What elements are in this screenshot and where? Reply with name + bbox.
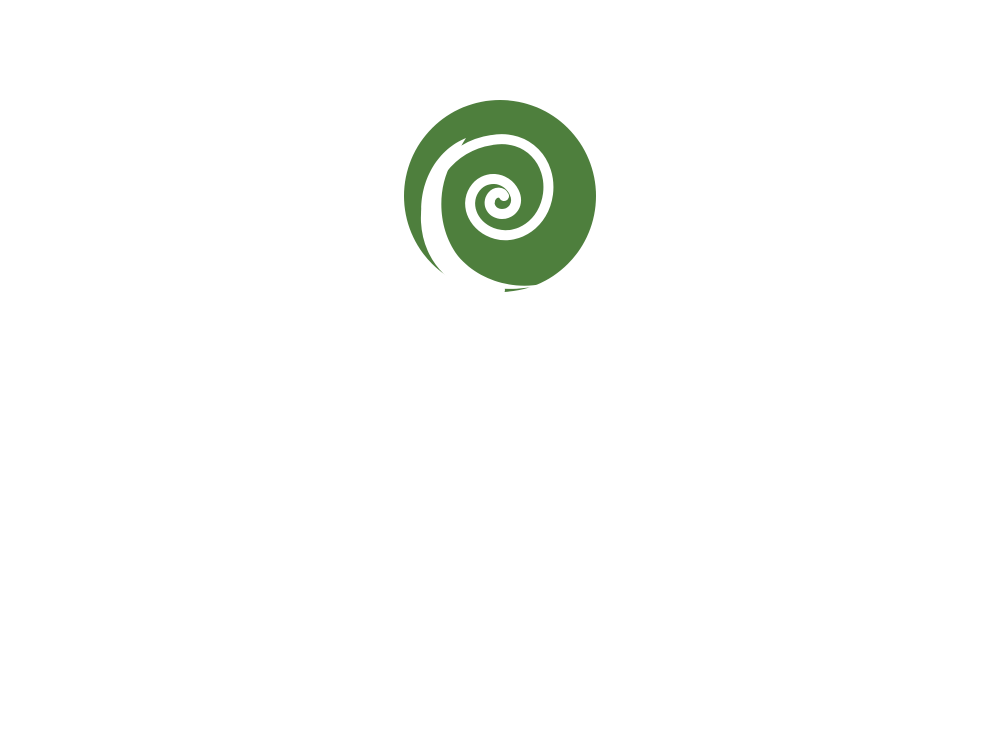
spiral-logo-svg (402, 100, 598, 296)
spiral-logo-icon (402, 100, 598, 296)
